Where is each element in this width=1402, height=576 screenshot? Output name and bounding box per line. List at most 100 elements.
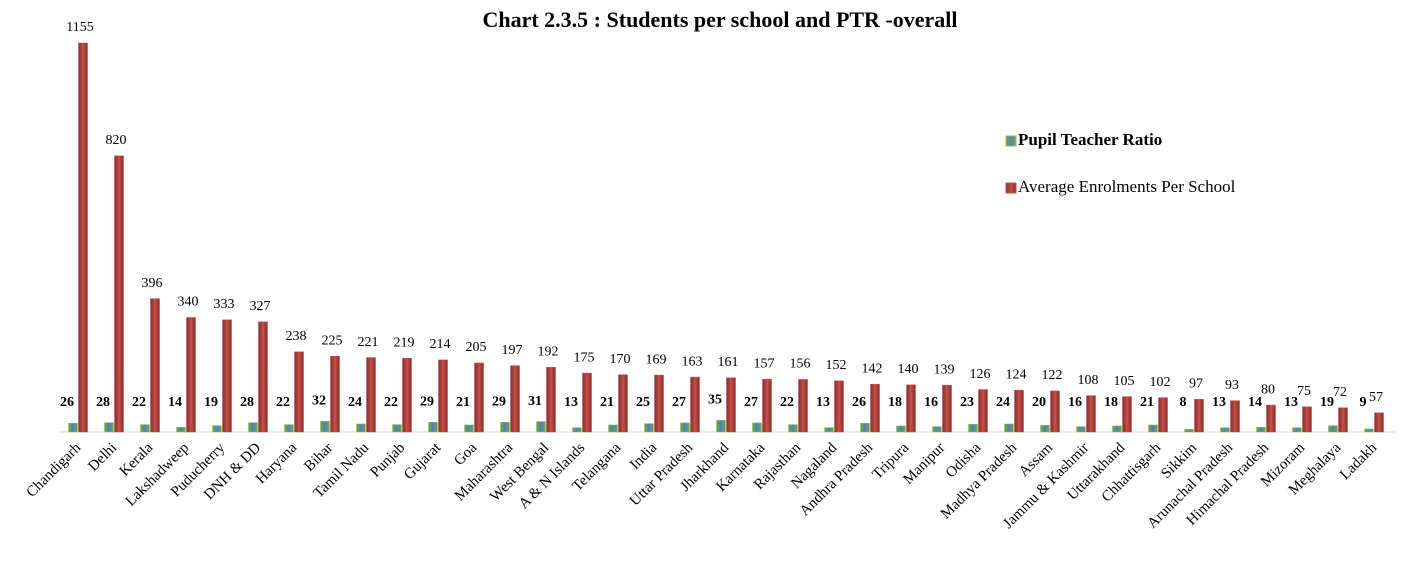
bar [284, 424, 294, 433]
bar [968, 424, 978, 433]
data-label: 156 [790, 357, 811, 372]
data-label: 21 [1140, 395, 1154, 410]
bar [762, 378, 772, 433]
data-label: 102 [1150, 375, 1171, 390]
data-label: 22 [132, 395, 146, 410]
bar [932, 426, 942, 433]
data-label: 18 [888, 395, 902, 410]
bar [680, 422, 690, 433]
bar [942, 384, 952, 433]
bar [258, 321, 268, 433]
bar [150, 298, 160, 433]
legend-swatch [1005, 182, 1017, 194]
data-label: 27 [672, 395, 686, 410]
data-label: 327 [250, 299, 271, 314]
data-label: 22 [276, 395, 290, 410]
bar [752, 422, 762, 433]
data-label: 27 [744, 395, 758, 410]
data-label: 1155 [66, 20, 93, 35]
data-label: 26 [852, 395, 866, 410]
legend-label: Pupil Teacher Ratio [1018, 130, 1162, 149]
bar [320, 420, 330, 433]
bar [428, 421, 438, 433]
data-label: 214 [430, 337, 451, 352]
bar [366, 357, 376, 433]
data-label: 396 [142, 276, 163, 291]
bar [1230, 400, 1240, 433]
data-label: 126 [970, 367, 991, 382]
bar [78, 42, 88, 433]
bar [140, 424, 150, 433]
x-tick-label: Chandigarh [23, 440, 84, 501]
x-tick-label: Ladakh [1337, 440, 1380, 483]
data-label: 142 [862, 361, 883, 376]
bar [824, 427, 834, 433]
bar [1220, 427, 1230, 433]
data-label: 197 [502, 343, 523, 358]
bar [1302, 406, 1312, 433]
bar [654, 374, 664, 433]
data-label: 24 [996, 395, 1010, 410]
bar [222, 319, 232, 433]
bar [510, 365, 520, 433]
data-label: 25 [636, 395, 650, 410]
data-label: 28 [96, 395, 110, 410]
bar [618, 374, 628, 433]
chart-title: Chart 2.3.5 : Students per school and PT… [482, 7, 957, 32]
data-label: 22 [384, 395, 398, 410]
data-label: 16 [924, 395, 938, 410]
bar [536, 421, 546, 433]
data-label: 35 [708, 392, 722, 407]
bar [402, 357, 412, 433]
x-tick-label: Delhi [85, 440, 120, 475]
data-label: 161 [718, 355, 739, 370]
legend-label: Average Enrolments Per School [1018, 177, 1236, 196]
data-label: 28 [240, 395, 254, 410]
bar [1374, 412, 1384, 433]
data-label: 219 [394, 335, 415, 350]
data-label: 13 [564, 395, 578, 410]
bar [1148, 424, 1158, 433]
bar [104, 422, 114, 433]
bar [1338, 407, 1348, 433]
bar [68, 422, 78, 433]
data-label: 22 [780, 395, 794, 410]
bar [212, 425, 222, 433]
data-label: 333 [214, 297, 235, 312]
data-label: 169 [646, 352, 667, 367]
data-label: 124 [1006, 367, 1027, 382]
bar [176, 427, 186, 433]
bar [1086, 395, 1096, 433]
data-label: 93 [1225, 378, 1239, 393]
data-label: 139 [934, 362, 955, 377]
bar [644, 423, 654, 433]
data-label: 97 [1189, 377, 1203, 392]
bar [356, 423, 366, 433]
data-label: 31 [528, 394, 542, 409]
bar [726, 377, 736, 433]
bar [572, 427, 582, 433]
x-tick-label: Gujarat [401, 439, 445, 483]
bar [906, 384, 916, 433]
data-label: 16 [1068, 395, 1082, 410]
data-label: 14 [1248, 395, 1262, 410]
data-label: 13 [816, 395, 830, 410]
bar [1364, 428, 1374, 433]
data-label: 192 [538, 345, 559, 360]
bar [464, 424, 474, 433]
data-label: 29 [492, 394, 506, 409]
bar [582, 372, 592, 433]
data-label: 21 [600, 395, 614, 410]
bar [608, 424, 618, 433]
bar [114, 155, 124, 433]
data-label: 19 [1320, 395, 1334, 410]
data-label: 225 [322, 333, 343, 348]
data-label: 32 [312, 393, 326, 408]
bar [978, 389, 988, 433]
bar [474, 362, 484, 433]
data-label: 238 [286, 329, 307, 344]
bar [1112, 425, 1122, 433]
bar [1328, 425, 1338, 433]
data-label: 24 [348, 395, 362, 410]
data-label: 221 [358, 335, 379, 350]
